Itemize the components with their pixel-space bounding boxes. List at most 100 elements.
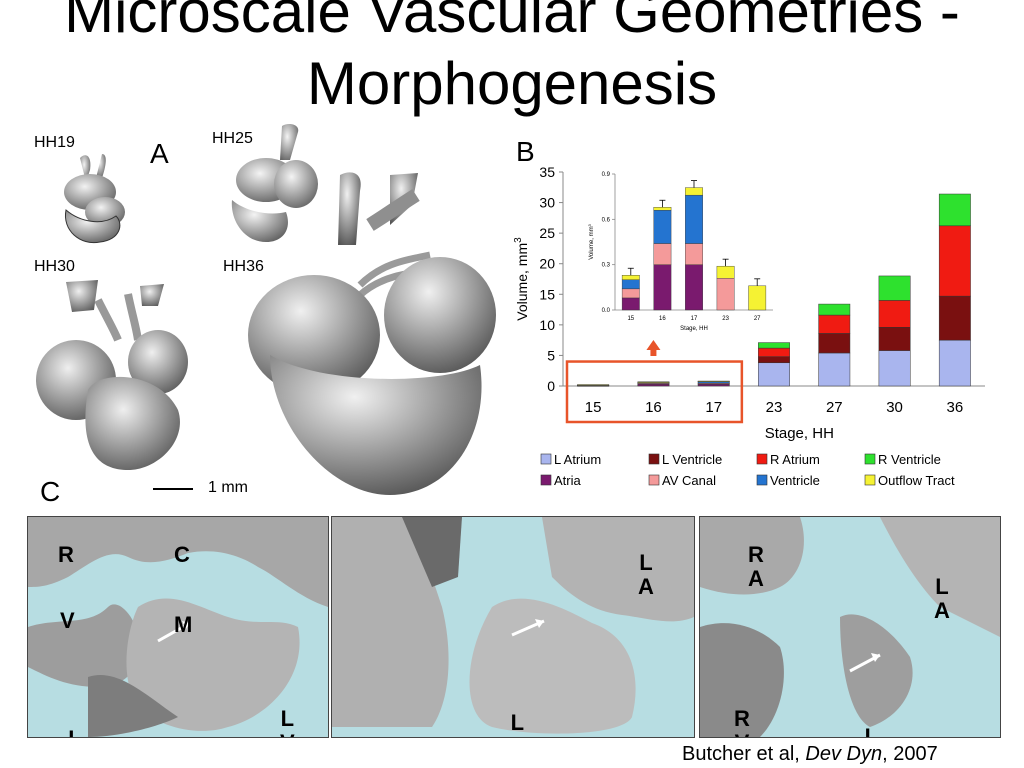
region-label-v: V: [60, 608, 75, 633]
x-tick-label: 27: [826, 399, 843, 416]
panel-c-letter: C: [40, 476, 61, 507]
y-tick-label: 15: [539, 286, 555, 302]
region-label-v3v: V: [735, 730, 750, 737]
inset-x-tick-label: 17: [691, 316, 698, 322]
bar-segment: [758, 362, 790, 387]
inset-x-tick-label: 16: [659, 316, 666, 322]
y-tick-label: 5: [547, 347, 555, 363]
region-label-m-1: M: [174, 612, 193, 637]
legend-swatch: [540, 453, 552, 465]
region-label-l2a: L: [639, 550, 653, 575]
legend-label: AV Canal: [662, 473, 716, 488]
bar-segment: [938, 295, 971, 341]
y-axis-label: Volume, mm3: [513, 237, 530, 321]
x-axis-label: Stage, HH: [765, 425, 834, 442]
stage-tag-hh36: HH36: [223, 258, 264, 275]
legend-label: Outflow Tract: [878, 473, 955, 488]
inset-y-tick-label: 0.3: [602, 263, 611, 269]
inset-y-tick-label: 0.6: [602, 217, 611, 223]
inset-bar-segment: [621, 279, 640, 290]
region-label-lv-3: LV: [864, 724, 879, 738]
volume-chart: 0 5 10 15 20 25 30 35 Volume, mm3 15 16 17 23 27 30 36 S…: [513, 164, 985, 488]
panel-a-letter: A: [150, 138, 169, 169]
inset-x-tick-label: 15: [627, 316, 634, 322]
heart-render-hh36: [248, 172, 496, 495]
inset-bar-segment: [685, 264, 703, 311]
region-label-v2v: V: [510, 734, 525, 737]
stage-tag-hh19: HH19: [34, 134, 75, 151]
inset-bar-segment: [685, 243, 703, 265]
inset-y-tick-label: 0.9: [602, 172, 611, 178]
region-label-lv-2: LV: [510, 710, 525, 737]
x-tick-label: 15: [585, 399, 602, 416]
page-title-line2: Morphogenesis: [306, 50, 718, 117]
bar-segment: [878, 350, 911, 387]
page-title-line1: Microscale Vascular Geometries -: [64, 0, 960, 45]
stage-tag-hh25: HH25: [212, 130, 253, 147]
heart-render-hh19: [64, 154, 125, 244]
inset-arrow: [646, 340, 661, 356]
inset-x-tick-label: 27: [754, 316, 761, 322]
inset-bar-segment: [621, 297, 640, 311]
inset-bar-segment: [653, 207, 672, 211]
bar-segment: [818, 303, 851, 316]
legend-swatch: [864, 474, 876, 486]
legend-swatch: [648, 474, 660, 486]
x-tick-label: 17: [705, 399, 722, 416]
region-label-a3b: A: [934, 598, 950, 624]
region-label-r3v: R: [734, 706, 750, 731]
x-tick-label: 16: [645, 399, 662, 416]
region-label-m: M: [174, 612, 193, 637]
region-label-r3a: R: [748, 542, 764, 567]
inset-bar-segment: [621, 288, 640, 299]
inset-y-tick-label: 0.0: [602, 308, 611, 314]
legend-swatch: [648, 453, 660, 465]
stage-tag-hh30: HH30: [34, 258, 75, 275]
cut-panel-3: RA LA RV LV: [699, 516, 1001, 738]
bar-segment: [818, 314, 851, 334]
inset-bar-segment: [685, 187, 703, 196]
region-label-c: C: [174, 542, 190, 567]
bar-segment: [637, 381, 670, 383]
region-label-i: I: [68, 726, 74, 737]
legend-label: Ventricle: [770, 473, 820, 488]
region-label-v-1: V: [60, 608, 75, 633]
cut-panel-2-image: [332, 517, 694, 737]
legend-label: L Atrium: [554, 452, 601, 467]
region-label-c-1: C: [174, 542, 190, 567]
region-label-v2: V: [280, 730, 295, 737]
region-label-rv-1: R: [58, 542, 74, 567]
bar-segment: [818, 333, 851, 354]
inset-bar-segment: [748, 285, 767, 311]
inset-y-axis-label-superscript: 3: [587, 223, 592, 226]
bar-segment: [758, 356, 790, 364]
inset-bar-segment: [716, 278, 735, 311]
legend-swatch: [756, 474, 768, 486]
inset-bar-segment: [653, 210, 672, 244]
region-label-l3v: L: [864, 724, 879, 738]
bar-segment: [938, 225, 971, 297]
bar-segment: [697, 383, 730, 387]
bar-segment: [938, 193, 971, 227]
highlight-box: [565, 360, 744, 424]
inset-chart: 0.0 0.3 0.6 0.9 Volume, mm3 15 16 17 23 27 Stage, …: [587, 172, 773, 332]
legend-label: R Atrium: [770, 452, 820, 467]
inset-bar-segment: [653, 264, 672, 311]
region-label-rv-3: RV: [734, 706, 750, 737]
legend: L Atrium L Ventricle R Atrium R Ventricle At…: [540, 452, 955, 488]
bar-segment: [758, 342, 790, 349]
bar-segment: [818, 352, 851, 387]
region-label-l3a: L: [935, 574, 949, 599]
inset-x-tick-label: 23: [722, 316, 729, 322]
bar-segment: [878, 275, 911, 301]
heart-render-hh30: [36, 280, 188, 470]
x-tick-label: 23: [766, 399, 783, 416]
inset-bar-segment: [621, 275, 640, 280]
citation: Butcher et al, Dev Dyn, 2007: [682, 743, 938, 766]
inset-bar-segment: [653, 243, 672, 265]
bar-segment: [697, 380, 730, 383]
bar-segment: [758, 347, 790, 357]
y-axis-label-superscript: 3: [513, 237, 524, 243]
